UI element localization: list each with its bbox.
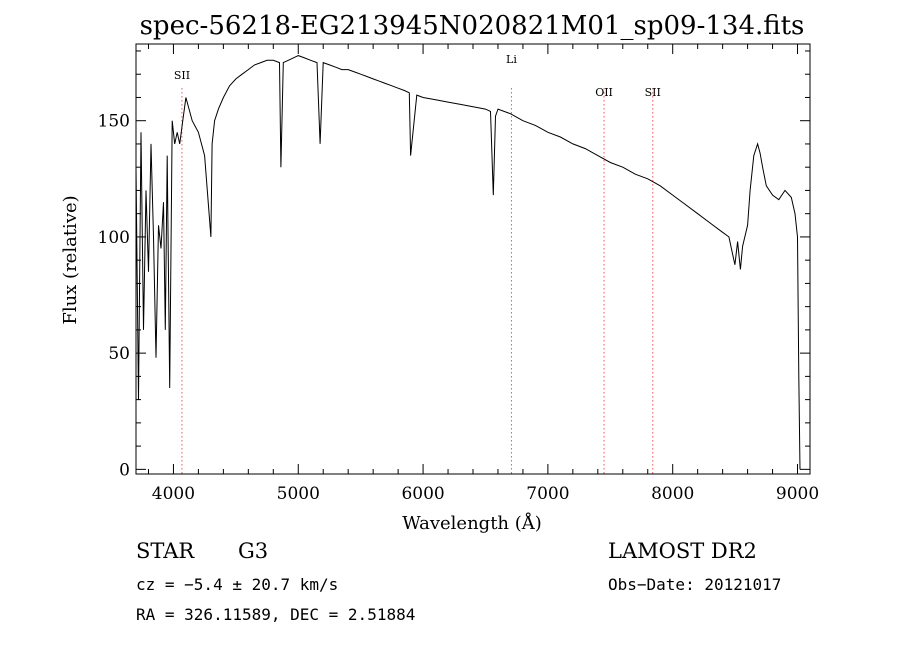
x-axis-ticks: 4000 5000 6000 7000 8000 9000 (147, 44, 819, 504)
observation-date: Obs−Date: 20121017 (608, 575, 781, 594)
y-tick-label: 150 (98, 112, 130, 132)
line-markers: SII Li OII SII (174, 53, 661, 474)
y-tick-label: 0 (119, 460, 130, 480)
spectrum-series-line (135, 55, 801, 470)
line-marker-label-2: OII (595, 86, 613, 99)
x-tick-label: 7000 (526, 484, 569, 504)
x-axis-label: Wavelength (Å) (402, 512, 542, 534)
coordinates: RA = 326.11589, DEC = 2.51884 (136, 605, 415, 624)
line-marker-label-1: Li (506, 53, 517, 66)
x-tick-label: 4000 (152, 484, 195, 504)
y-axis-label: Flux (relative) (60, 195, 81, 324)
x-tick-label: 6000 (401, 484, 444, 504)
y-tick-label: 50 (108, 344, 130, 364)
redshift-velocity: cz = −5.4 ± 20.7 km/s (136, 575, 338, 594)
y-tick-label: 100 (98, 228, 130, 248)
survey-name: LAMOST DR2 (608, 539, 757, 563)
y-axis-ticks: 0 50 100 150 (98, 50, 810, 480)
x-tick-label: 8000 (651, 484, 694, 504)
spectral-subclass: G3 (238, 539, 268, 563)
x-tick-label: 9000 (776, 484, 819, 504)
object-type: STAR (136, 539, 195, 563)
line-marker-label-3: SII (645, 86, 661, 99)
chart-title: spec-56218-EG213945N020821M01_sp09-134.f… (140, 11, 805, 41)
plot-frame (135, 43, 811, 475)
line-marker-label-0: SII (174, 69, 190, 82)
x-tick-label: 5000 (277, 484, 320, 504)
